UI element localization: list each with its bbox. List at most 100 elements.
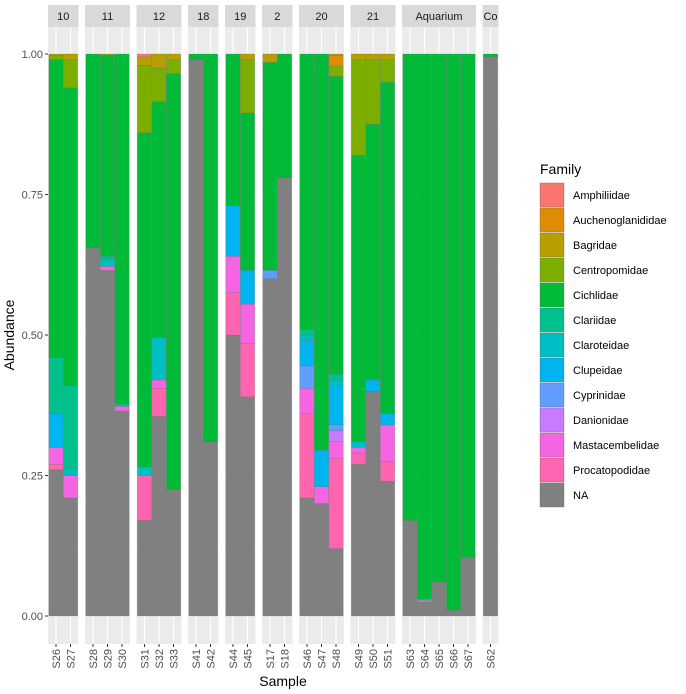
- x-tick-label: S17: [265, 649, 277, 669]
- bar-segment-centropomidae: [166, 59, 181, 74]
- bar-segment-bagridae: [328, 53, 344, 56]
- bar-segment-cichlidae: [365, 124, 381, 381]
- bar-segment-cyprinidae: [328, 424, 344, 431]
- legend-key: [539, 432, 565, 458]
- bar-segment-bagridae: [137, 56, 152, 66]
- bar-segment-mastacembelidae: [48, 447, 64, 465]
- legend-label: Amphiliidae: [573, 190, 630, 202]
- x-axis-title: Sample: [259, 673, 307, 689]
- facet-label: 11: [102, 11, 113, 23]
- bar-segment-cichlidae: [203, 53, 218, 442]
- x-tick-label: S62: [486, 649, 498, 669]
- y-tick-label: 0.75: [22, 190, 43, 202]
- bar-segment-procatopodidae: [351, 452, 366, 465]
- legend-label: NA: [573, 490, 589, 502]
- legend-key: [539, 457, 565, 483]
- bar-segment-na: [85, 247, 101, 617]
- bar-segment-centropomidae: [63, 59, 78, 88]
- facet-label: 12: [153, 11, 165, 23]
- bar-segment-na: [262, 278, 278, 617]
- bar-segment-na: [166, 489, 181, 617]
- x-tick-label: S30: [117, 649, 129, 669]
- x-tick-label: S31: [140, 649, 152, 669]
- bar-segment-bagridae: [351, 53, 366, 60]
- x-tick-label: S48: [331, 649, 343, 669]
- legend-key: [539, 357, 565, 383]
- bar-segment-centropomidae: [365, 59, 381, 125]
- legend-label: Clupeidae: [573, 365, 623, 377]
- x-tick-label: S26: [51, 649, 63, 669]
- bar-segment-cichlidae: [446, 53, 461, 611]
- facet-strip: [402, 5, 476, 27]
- bar-segment-clupeidae: [299, 340, 315, 367]
- legend-key: [539, 407, 565, 433]
- facet-strip: [482, 5, 499, 27]
- bar-segment-cichlidae: [85, 53, 101, 249]
- x-tick-label: S28: [88, 649, 100, 669]
- bar-segment-na: [188, 59, 204, 617]
- bar-segment-cichlidae: [262, 62, 278, 271]
- bar-segment-cichlidae: [299, 53, 315, 330]
- bar-segment-na: [137, 520, 152, 617]
- legend-item: NA: [539, 482, 589, 508]
- x-tick-label: S65: [434, 649, 446, 669]
- bar-segment-procatopodidae: [48, 464, 64, 471]
- facet-label: 2: [274, 11, 280, 23]
- bar-segment-procatopodidae: [151, 388, 167, 417]
- legend-title: Family: [540, 161, 581, 177]
- facet-strip: [350, 5, 396, 27]
- bar-segment-na: [114, 410, 130, 617]
- bar-segment-bagridae: [262, 53, 278, 63]
- legend-label: Clariidae: [573, 315, 616, 327]
- legend-item: Amphiliidae: [539, 182, 630, 208]
- bar-segment-cichlidae: [380, 81, 395, 414]
- y-tick-label: 0.50: [22, 330, 43, 342]
- bar-segment-cichlidae: [166, 73, 181, 490]
- legend-item: Claroteidae: [539, 332, 629, 358]
- legend-item: Cyprinidae: [539, 382, 626, 408]
- x-tick-label: S42: [206, 649, 218, 669]
- bar-segment-centropomidae: [137, 65, 152, 133]
- legend-label: Cyprinidae: [573, 390, 626, 402]
- legend-label: Centropomidae: [573, 265, 648, 277]
- facet-panel: 11 S28 S29 S30: [85, 5, 130, 669]
- bar-segment-cichlidae: [188, 53, 204, 60]
- facet-panel: 12 S31 S32 S33: [136, 5, 182, 669]
- bar-segment-bagridae: [63, 53, 78, 60]
- bar-segment-cyprinidae: [417, 598, 432, 601]
- x-tick-label: S44: [228, 649, 240, 669]
- facet-panel: 18 S41 S42: [188, 5, 219, 669]
- bar-segment-na: [225, 334, 241, 617]
- legend-label: Procatopodidae: [573, 465, 650, 477]
- bar-segment-cichlidae: [114, 53, 130, 404]
- legend-item: Danionidae: [539, 407, 629, 433]
- bar-segment-clariidae: [114, 403, 130, 407]
- bar-segment-clupeidae: [314, 450, 329, 487]
- bar-segment-cichlidae: [417, 53, 432, 600]
- bar-segment-na: [351, 464, 366, 617]
- bar-segment-na: [299, 497, 315, 617]
- bar-segment-na: [446, 610, 461, 617]
- legend-item: Mastacembelidae: [539, 432, 659, 458]
- bar-segment-cichlidae: [137, 132, 152, 468]
- bar-segment-cichlidae: [328, 76, 344, 375]
- x-tick-label: S46: [302, 649, 314, 669]
- bar-segment-danionidae: [328, 430, 344, 442]
- x-tick-label: S67: [463, 649, 475, 669]
- bar-segment-cichlidae: [63, 87, 78, 386]
- bar-segment-claroteidae: [100, 258, 115, 267]
- legend-label: Auchenoglanididae: [573, 215, 667, 227]
- bar-segment-cichlidae: [151, 101, 167, 338]
- bar-segment-clariidae: [48, 357, 64, 414]
- facet-strip: [262, 5, 293, 27]
- bar-segment-na: [431, 582, 447, 617]
- bar-segment-centropomidae: [151, 67, 167, 102]
- bar-segment-procatopodidae: [137, 475, 152, 521]
- bar-segment-na: [100, 270, 115, 617]
- bar-segment-clariidae: [328, 374, 344, 381]
- bar-segment-na: [483, 56, 498, 617]
- bar-segment-mastacembelidae: [100, 266, 115, 271]
- bar-segment-centropomidae: [240, 59, 255, 114]
- facet-panel: 19 S44 S45: [225, 5, 256, 669]
